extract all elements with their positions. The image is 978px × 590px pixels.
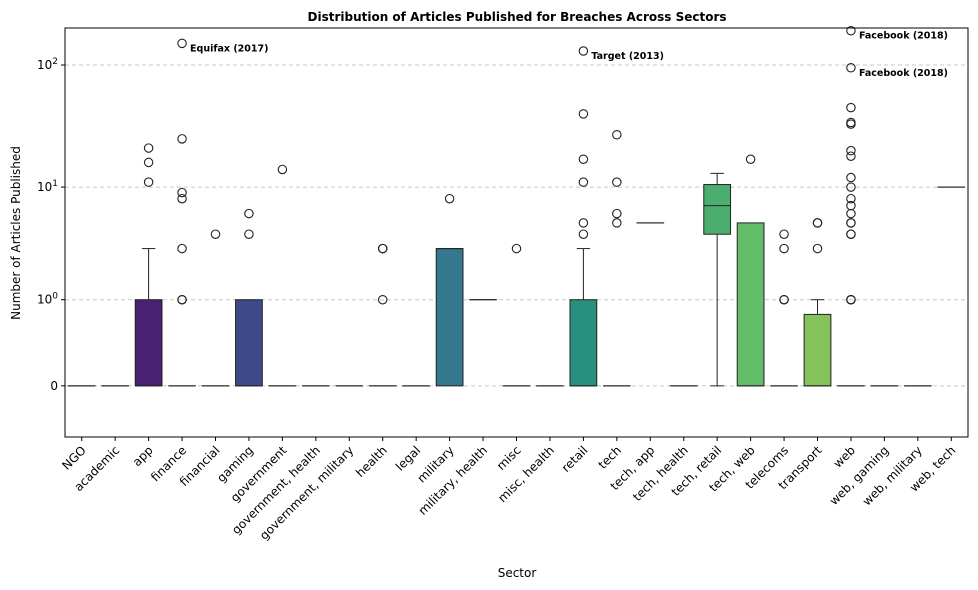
outlier-point (846, 294, 856, 305)
outlier-point (511, 243, 522, 254)
outlier-point (177, 243, 187, 254)
y-tick-label: 102 (37, 57, 58, 72)
outlier-point (578, 109, 589, 119)
outlier-point (177, 134, 187, 144)
outlier-point (846, 25, 856, 36)
outlier-point (377, 294, 388, 305)
x-tick-label: NGO (59, 443, 89, 473)
x-tick-label: legal (393, 443, 423, 473)
outlier-point (612, 130, 622, 140)
box (736, 222, 765, 387)
outlier-point (578, 218, 589, 228)
outlier-point (846, 193, 856, 204)
outlier-point (846, 229, 856, 239)
x-axis-label: Sector (498, 566, 537, 580)
plot-frame (64, 27, 969, 438)
box (703, 184, 732, 235)
y-tick-label: 0 (50, 379, 58, 393)
plot-area: Equifax (2017) Target (2013) Facebook (201… (67, 25, 966, 387)
outlier-point (244, 229, 254, 239)
outlier-point (578, 229, 589, 239)
outlier-point (745, 154, 756, 164)
x-tick-label: misc (494, 443, 524, 473)
outlier-point (846, 102, 856, 113)
outlier-point (143, 157, 154, 168)
outlier-point (846, 117, 856, 128)
outlier-point (846, 218, 856, 228)
x-tick-label: app (130, 443, 156, 469)
outlier-point (143, 143, 154, 153)
x-tick-label: tech (595, 443, 623, 471)
outlier-point (846, 151, 856, 161)
chart-title: Distribution of Articles Published for B… (308, 10, 727, 24)
outlier-point (143, 177, 154, 187)
outlier-point (846, 172, 856, 183)
annotation-label: Equifax (2017) (190, 43, 268, 54)
outlier-point (779, 243, 789, 254)
annotation-label: Facebook (2018) (859, 31, 948, 42)
x-tick-label: web (831, 443, 858, 470)
outlier-point (612, 208, 622, 219)
outlier-point (177, 187, 187, 198)
outlier-point (177, 294, 187, 305)
box (435, 248, 464, 387)
y-axis-label: Number of Articles Published (9, 146, 23, 320)
outlier-point (578, 154, 589, 164)
y-tick-label: 100 (37, 292, 58, 307)
outlier-point (210, 229, 221, 239)
outlier-point (779, 229, 789, 239)
grid-lines (65, 64, 968, 387)
outlier-point (812, 243, 823, 254)
outlier-point (177, 193, 187, 204)
box (134, 299, 163, 387)
outlier-point (846, 182, 856, 192)
outlier-point (377, 243, 388, 254)
outlier-point (846, 145, 856, 156)
outlier-point (277, 164, 288, 175)
x-tick-label: health (353, 443, 390, 480)
annotation-label: Facebook (2018) (859, 68, 948, 79)
outlier-point (578, 177, 589, 187)
outlier-point (612, 177, 622, 187)
x-tick-label: retail (559, 443, 591, 475)
box (803, 313, 832, 387)
outlier-point (612, 218, 622, 228)
box (569, 299, 598, 387)
box (235, 299, 263, 387)
y-tick-label: 101 (37, 179, 58, 194)
annotation-label: Target (2013) (591, 51, 664, 62)
outlier-point (846, 200, 856, 211)
outlier-point (578, 46, 589, 56)
outlier-point (846, 208, 856, 219)
outlier-point (779, 294, 789, 305)
outlier-point (846, 63, 856, 73)
outlier-point (444, 193, 455, 204)
outlier-point (244, 208, 254, 219)
outlier-point (812, 218, 823, 228)
outlier-point (177, 38, 187, 49)
